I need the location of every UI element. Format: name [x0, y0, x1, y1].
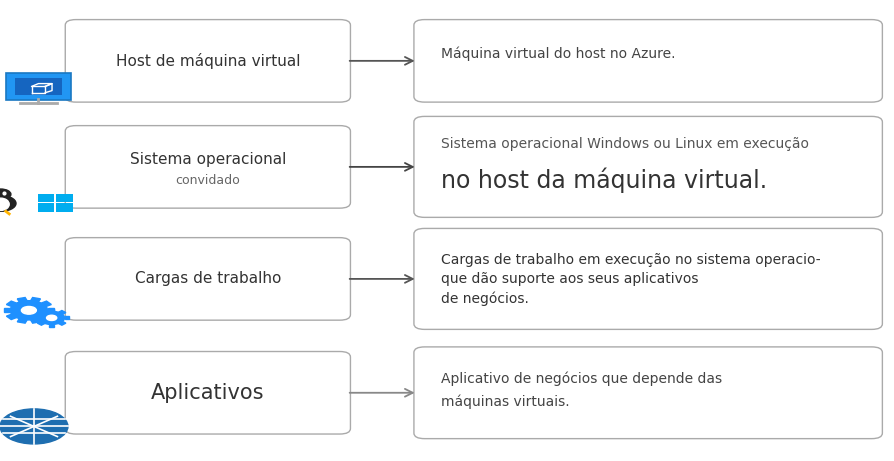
Polygon shape [42, 301, 51, 307]
Polygon shape [6, 314, 16, 319]
Circle shape [38, 311, 64, 325]
Text: no host da máquina virtual.: no host da máquina virtual. [441, 168, 767, 194]
Polygon shape [30, 297, 40, 302]
Text: Sistema operacional Windows ou Linux em execução: Sistema operacional Windows ou Linux em … [441, 137, 809, 151]
Ellipse shape [0, 198, 9, 210]
Polygon shape [38, 321, 45, 325]
Circle shape [0, 195, 16, 211]
Polygon shape [34, 316, 38, 319]
Polygon shape [49, 325, 55, 327]
Text: Sistema operacional: Sistema operacional [130, 153, 286, 167]
Text: convidado: convidado [175, 174, 240, 187]
Polygon shape [49, 309, 55, 311]
Polygon shape [4, 308, 10, 313]
FancyBboxPatch shape [56, 203, 72, 212]
Circle shape [10, 301, 47, 320]
Polygon shape [64, 316, 69, 319]
Circle shape [21, 307, 37, 314]
Text: Aplicativo de negócios que depende das: Aplicativo de negócios que depende das [441, 372, 721, 386]
Polygon shape [59, 311, 66, 314]
FancyBboxPatch shape [414, 347, 882, 439]
Circle shape [0, 409, 68, 444]
FancyBboxPatch shape [414, 19, 882, 102]
Text: Host de máquina virtual: Host de máquina virtual [115, 53, 300, 69]
Text: de negócios.: de negócios. [441, 291, 528, 306]
Circle shape [0, 189, 11, 200]
Polygon shape [17, 297, 27, 302]
FancyBboxPatch shape [38, 203, 55, 212]
FancyBboxPatch shape [6, 73, 71, 100]
FancyBboxPatch shape [38, 194, 55, 202]
FancyBboxPatch shape [65, 351, 350, 434]
Polygon shape [42, 314, 51, 319]
FancyBboxPatch shape [56, 194, 72, 202]
FancyBboxPatch shape [414, 229, 882, 330]
Text: Máquina virtual do host no Azure.: Máquina virtual do host no Azure. [441, 47, 675, 61]
Text: Cargas de trabalho em execução no sistema operacio-: Cargas de trabalho em execução no sistem… [441, 253, 821, 266]
FancyBboxPatch shape [414, 117, 882, 218]
Text: Cargas de trabalho: Cargas de trabalho [135, 272, 281, 286]
Polygon shape [6, 301, 16, 307]
Polygon shape [38, 311, 45, 314]
Text: Aplicativos: Aplicativos [151, 383, 265, 403]
Polygon shape [17, 319, 27, 323]
Circle shape [46, 315, 56, 320]
FancyBboxPatch shape [65, 238, 350, 320]
FancyBboxPatch shape [65, 19, 350, 102]
Polygon shape [59, 321, 66, 325]
Text: máquinas virtuais.: máquinas virtuais. [441, 395, 569, 409]
Polygon shape [30, 319, 40, 323]
Polygon shape [47, 308, 54, 313]
Text: que dão suporte aos seus aplicativos: que dão suporte aos seus aplicativos [441, 272, 698, 286]
FancyBboxPatch shape [65, 125, 350, 208]
FancyBboxPatch shape [14, 77, 63, 95]
